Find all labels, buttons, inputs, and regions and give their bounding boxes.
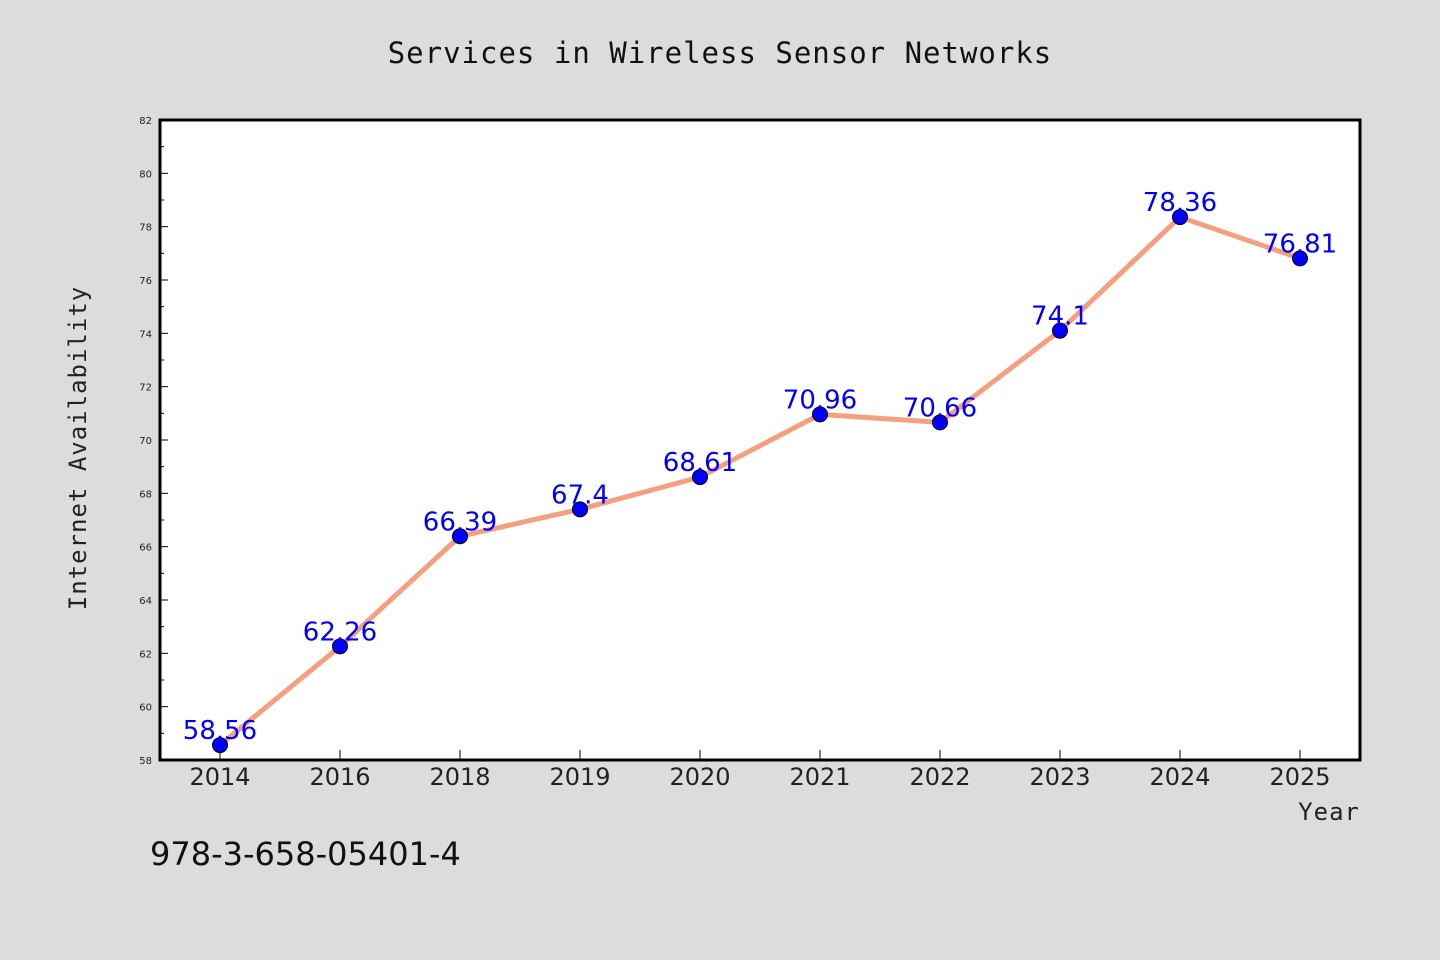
y-axis: 58 60 62 64 66 68 70 72 74 76 78 80 82	[139, 116, 168, 767]
data-label: 68.61	[663, 448, 737, 478]
data-point	[1052, 322, 1068, 339]
data-point	[812, 406, 828, 423]
x-axis-label: Year	[1298, 798, 1360, 826]
y-tick-label: 82	[139, 116, 152, 127]
data-label: 76.81	[1263, 229, 1337, 259]
data-point	[332, 638, 348, 655]
data-point	[1292, 250, 1308, 267]
y-tick-label: 68	[139, 489, 152, 500]
y-axis-label: Internet Availability	[64, 286, 92, 610]
x-tick-label: 2020	[669, 763, 730, 791]
x-tick-label: 2018	[429, 763, 490, 791]
data-point	[212, 737, 228, 754]
y-tick-label: 74	[139, 329, 152, 340]
x-tick-label: 2014	[189, 763, 250, 791]
x-tick-label: 2024	[1149, 763, 1210, 791]
data-label: 70.96	[783, 385, 857, 415]
data-label: 70.66	[903, 393, 977, 423]
data-point	[932, 414, 948, 431]
footer-text: 978-3-658-05401-4	[150, 835, 461, 873]
chart-title: Services in Wireless Sensor Networks	[388, 36, 1053, 70]
y-tick-label: 70	[139, 436, 152, 447]
x-tick-label: 2025	[1269, 763, 1330, 791]
data-label: 66.39	[423, 507, 497, 537]
x-tick-label: 2022	[909, 763, 970, 791]
data-point	[572, 501, 588, 518]
y-tick-label: 66	[139, 543, 152, 554]
y-tick-label: 80	[139, 169, 152, 180]
y-tick-label: 76	[139, 276, 152, 287]
data-label: 74.1	[1031, 302, 1089, 332]
data-point	[1172, 209, 1188, 226]
y-tick-label: 58	[139, 756, 152, 767]
data-label: 78.36	[1143, 188, 1217, 218]
x-tick-label: 2019	[549, 763, 610, 791]
x-tick-label: 2021	[789, 763, 850, 791]
series-group: 58.56 62.26 66.39 67.4 68.61 70.96 70.66 74.1 78…	[183, 188, 1337, 754]
y-tick-label: 64	[139, 596, 152, 607]
y-tick-label: 62	[139, 649, 152, 660]
plot-area	[158, 118, 1362, 762]
y-tick-label: 78	[139, 223, 152, 234]
data-label: 62.26	[303, 617, 377, 647]
data-point	[452, 528, 468, 545]
x-tick-label: 2023	[1029, 763, 1090, 791]
series-line	[217, 214, 1303, 748]
x-axis: 2014 2016 2018 2019 2020 2021 2022 2023 2024 2025	[189, 750, 1331, 791]
y-tick-label: 72	[139, 383, 152, 394]
data-label: 67.4	[551, 480, 609, 510]
x-tick-label: 2016	[309, 763, 370, 791]
data-point	[692, 469, 708, 486]
data-label: 58.56	[183, 716, 257, 746]
y-tick-label: 60	[139, 703, 152, 714]
